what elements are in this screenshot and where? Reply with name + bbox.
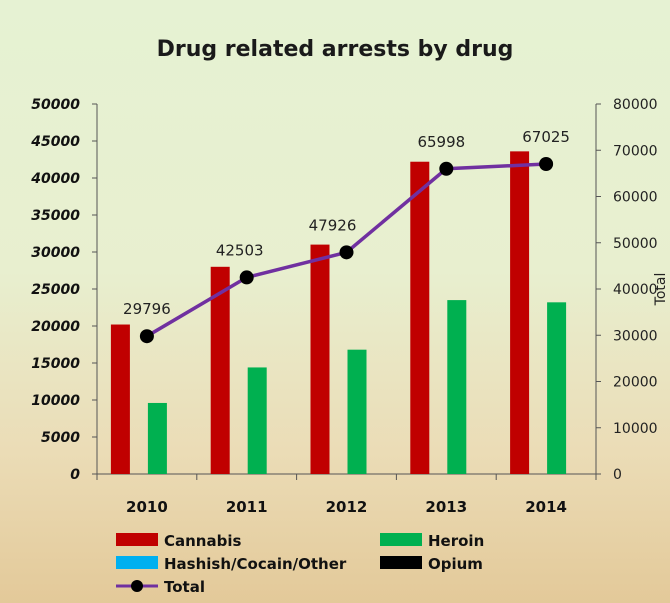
chart-title: Drug related arrests by drug <box>157 37 514 62</box>
legend-swatch-hashish-cocain-other <box>116 556 158 569</box>
total-data-label: 67025 <box>522 128 570 146</box>
left-axis-tick-label: 5000 <box>41 430 80 446</box>
bar-heroin <box>547 302 567 474</box>
left-axis-tick-label: 40000 <box>30 171 80 187</box>
left-axis-tick-label: 15000 <box>31 356 80 372</box>
legend-swatch-heroin <box>380 533 422 546</box>
x-axis-tick-label: 2011 <box>226 498 268 516</box>
x-axis-tick-label: 2014 <box>525 498 567 516</box>
legend-label: Heroin <box>428 532 484 550</box>
total-series-point <box>539 157 554 172</box>
right-axis-tick-label: 0 <box>613 467 622 483</box>
bar-heroin <box>147 402 167 474</box>
bar-cannabis <box>310 244 330 474</box>
bar-cannabis <box>110 324 130 474</box>
right-axis-tick-label: 30000 <box>613 328 658 344</box>
legend-swatch-cannabis <box>116 533 158 546</box>
right-axis-tick-label: 10000 <box>613 421 658 437</box>
bar-heroin <box>247 367 267 474</box>
right-axis-tick-label: 70000 <box>613 143 658 159</box>
x-axis-tick-label: 2012 <box>326 498 368 516</box>
left-axis-tick-label: 25000 <box>31 282 80 298</box>
total-series-point <box>139 329 154 344</box>
left-axis-tick-label: 50000 <box>31 97 80 113</box>
left-axis-tick-label: 10000 <box>31 393 80 409</box>
right-axis-tick-label: 80000 <box>613 97 658 113</box>
bar-cannabis <box>510 151 530 475</box>
left-axis-tick-label: 35000 <box>31 208 80 224</box>
legend-marker-total <box>131 580 143 592</box>
right-axis-tick-label: 20000 <box>613 375 658 391</box>
right-axis-tick-label: 40000 <box>613 282 658 298</box>
left-axis-tick-label: 0 <box>70 467 80 483</box>
legend-label: Cannabis <box>164 532 241 550</box>
right-axis-tick-label: 50000 <box>613 236 658 252</box>
bar-heroin <box>347 349 367 474</box>
total-series-point <box>439 161 454 176</box>
total-data-label: 42503 <box>216 241 264 259</box>
total-data-label: 65998 <box>417 133 465 151</box>
total-series-point <box>239 270 254 285</box>
bar-cannabis <box>210 266 230 474</box>
right-axis-tick-label: 60000 <box>613 190 658 206</box>
left-axis-tick-label: 30000 <box>31 245 80 261</box>
total-series-point <box>339 245 354 260</box>
bar-cannabis <box>410 161 430 474</box>
total-data-label: 29796 <box>123 300 171 318</box>
legend-swatch-opium <box>380 556 422 569</box>
legend-label: Total <box>164 578 205 596</box>
right-axis-title: Total <box>653 273 669 307</box>
x-axis-tick-label: 2010 <box>126 498 168 516</box>
total-data-label: 47926 <box>309 216 357 234</box>
left-axis-tick-label: 45000 <box>30 134 80 150</box>
legend-label: Opium <box>428 555 483 573</box>
left-axis-tick-label: 20000 <box>31 319 80 335</box>
legend-label: Hashish/Cocain/Other <box>164 555 347 573</box>
bar-heroin <box>447 300 467 474</box>
x-axis-tick-label: 2013 <box>425 498 467 516</box>
